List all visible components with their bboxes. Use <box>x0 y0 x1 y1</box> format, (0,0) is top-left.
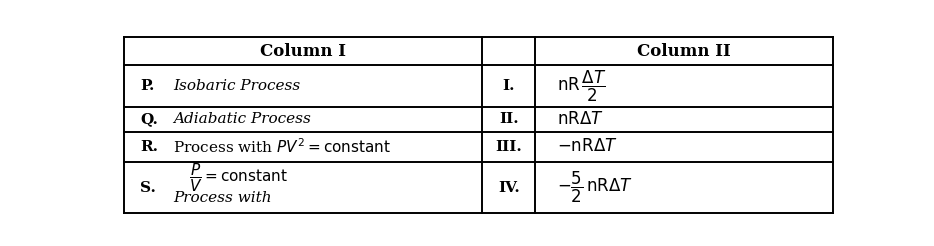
Text: Q.: Q. <box>140 112 158 126</box>
Text: Adiabatic Process: Adiabatic Process <box>173 112 311 126</box>
Text: R.: R. <box>140 140 158 154</box>
Text: IV.: IV. <box>498 181 519 195</box>
Text: Column I: Column I <box>261 43 347 60</box>
Text: Process with: Process with <box>173 191 272 205</box>
Text: I.: I. <box>502 79 515 93</box>
Text: III.: III. <box>495 140 522 154</box>
Text: II.: II. <box>499 112 518 126</box>
Text: $\mathrm{nR}\,\dfrac{\Delta T}{2}$: $\mathrm{nR}\,\dfrac{\Delta T}{2}$ <box>557 68 606 104</box>
Text: Process with $PV^2 = \mathrm{constant}$: Process with $PV^2 = \mathrm{constant}$ <box>173 138 391 156</box>
Text: P.: P. <box>140 79 154 93</box>
Text: $\dfrac{P}{V} = \mathrm{constant}$: $\dfrac{P}{V} = \mathrm{constant}$ <box>189 161 288 194</box>
Text: $-\mathrm{nR}\Delta T$: $-\mathrm{nR}\Delta T$ <box>557 138 617 155</box>
Text: S.: S. <box>140 181 156 195</box>
Text: Column II: Column II <box>637 43 731 60</box>
Text: $\mathrm{nR}\Delta T$: $\mathrm{nR}\Delta T$ <box>557 111 603 128</box>
Text: $-\dfrac{5}{2}\,\mathrm{nR}\Delta T$: $-\dfrac{5}{2}\,\mathrm{nR}\Delta T$ <box>557 170 633 205</box>
Text: Isobaric Process: Isobaric Process <box>173 79 301 93</box>
